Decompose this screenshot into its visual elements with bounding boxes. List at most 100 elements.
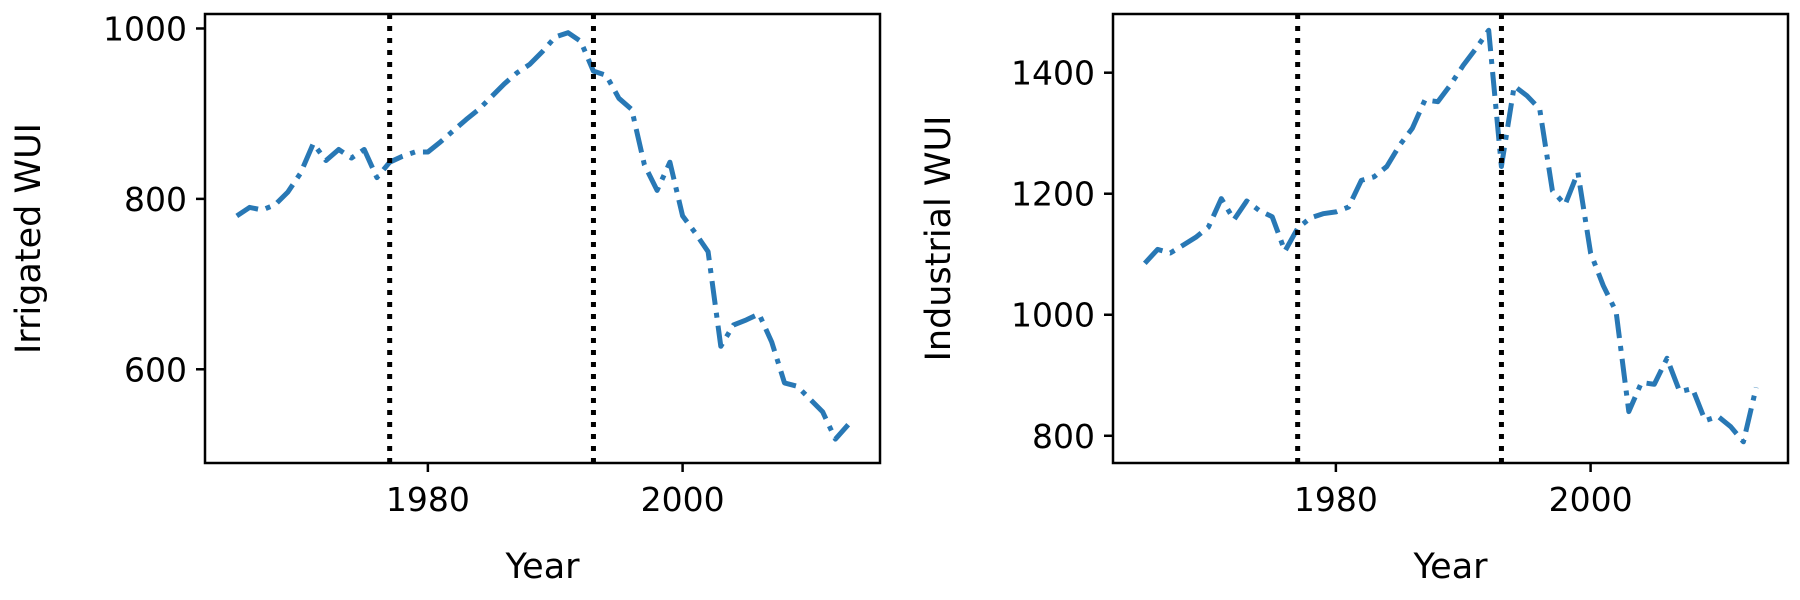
industrial-data-point	[1754, 385, 1759, 390]
y-tick-label: 1000	[103, 9, 187, 48]
x-tick-label: 1980	[1294, 480, 1378, 519]
irrigated-data-point	[451, 128, 456, 133]
irrigated-data-point	[820, 409, 825, 414]
industrial-data-point	[1181, 243, 1186, 248]
industrial-data-point	[1741, 439, 1746, 444]
industrial-data-point	[1435, 99, 1440, 104]
irrigated-data-point	[833, 437, 838, 442]
industrial-data-point	[1346, 205, 1351, 210]
industrial-data-point	[1257, 208, 1262, 213]
industrial-data-point	[1397, 143, 1402, 148]
industrial-data-point	[1232, 217, 1237, 222]
irrigated-data-point	[642, 162, 647, 167]
industrial-data-point	[1703, 418, 1708, 423]
industrial-data-point	[1690, 386, 1695, 391]
irrigated-data-point	[795, 384, 800, 389]
industrial-data-point	[1550, 188, 1555, 193]
y-tick-label: 1000	[1011, 296, 1095, 335]
irrigated-data-point	[374, 175, 379, 180]
irrigated-data-point	[464, 117, 469, 122]
industrial-data-point	[1486, 28, 1491, 33]
industrial-data-point	[1308, 215, 1313, 220]
irrigated-data-point	[693, 231, 698, 236]
irrigated-data-point	[324, 158, 329, 163]
industrial-data-point	[1512, 84, 1517, 89]
irrigated-data-point	[566, 30, 571, 35]
irrigated-data-point	[234, 213, 239, 218]
irrigated-data-point	[553, 35, 558, 40]
irrigated-data-point	[413, 150, 418, 155]
industrial-data-point	[1219, 196, 1224, 201]
industrial-data-point	[1716, 414, 1721, 419]
irrigated-data-point	[260, 208, 265, 213]
irrigated-data-point	[744, 317, 749, 322]
irrigated-wui-series-line	[235, 30, 851, 442]
irrigated-data-point	[629, 107, 634, 112]
industrial-data-point	[1461, 63, 1466, 68]
irrigated-data-point	[616, 96, 621, 101]
irrigated-data-point	[757, 311, 762, 316]
x-tick-label: 2000	[641, 480, 725, 519]
industrial-data-point	[1614, 309, 1619, 314]
industrial-data-point	[1372, 174, 1377, 179]
irrigated-data-point	[285, 190, 290, 195]
irrigated-data-point	[515, 70, 520, 75]
industrial-wui-chart: 1980 2000 800 1000 1200 1400 Year Industrial WU…	[919, 12, 1790, 587]
irrigated-data-point	[311, 141, 316, 146]
irrigated-data-point	[655, 188, 660, 193]
industrial-data-point	[1575, 170, 1580, 175]
irrigated-data-point	[273, 202, 278, 207]
industrial-data-point	[1359, 178, 1364, 183]
irrigated-data-point	[680, 213, 685, 218]
irrigated-data-point	[400, 154, 405, 159]
industrial-data-point	[1537, 107, 1542, 112]
irrigated-data-point	[540, 49, 545, 54]
industrial-data-point	[1588, 251, 1593, 256]
industrial-data-point	[1677, 389, 1682, 394]
irrigated-data-point	[769, 340, 774, 345]
irrigated-data-point	[502, 81, 507, 86]
industrial-data-point	[1155, 247, 1160, 252]
irrigated-data-point	[731, 323, 736, 328]
y-tick-label: 1200	[1011, 175, 1095, 214]
industrial-data-point	[1270, 214, 1275, 219]
irrigated-data-point	[438, 139, 443, 144]
industrial-data-point	[1601, 283, 1606, 288]
irrigated-data-point	[362, 147, 367, 152]
industrial-data-point	[1563, 202, 1568, 207]
industrial-data-point	[1244, 199, 1249, 204]
industrial-data-point	[1282, 249, 1287, 254]
industrial-wui-series-line	[1142, 27, 1759, 445]
x-axis-label: Year	[504, 547, 580, 587]
industrial-data-point	[1206, 225, 1211, 230]
irrigated-data-point	[349, 156, 354, 161]
industrial-data-point	[1652, 382, 1657, 387]
y-axis-label: Industrial WUI	[919, 116, 959, 362]
irrigated-data-point	[298, 171, 303, 176]
irrigated-data-point	[808, 397, 813, 402]
industrial-data-point	[1499, 164, 1504, 169]
irrigated-data-point	[667, 160, 672, 165]
industrial-data-point	[1193, 235, 1198, 240]
y-tick-label: 800	[1032, 417, 1095, 456]
industrial-data-point	[1728, 424, 1733, 429]
irrigated-data-point	[604, 73, 609, 78]
industrial-data-point	[1410, 126, 1415, 131]
irrigated-data-point	[718, 344, 723, 349]
x-tick-label: 2000	[1549, 480, 1633, 519]
irrigated-data-point	[578, 39, 583, 44]
irrigated-axes-frame	[203, 12, 882, 465]
irrigated-data-point	[706, 249, 711, 254]
irrigated-data-point	[782, 380, 787, 385]
irrigated-wui-chart: 1980 2000 600 800 1000 Year Irrigated WUI	[9, 9, 882, 587]
industrial-axes-frame	[1111, 12, 1790, 465]
y-tick-label: 600	[124, 350, 187, 389]
irrigated-data-point	[489, 94, 494, 99]
x-axis-label: Year	[1412, 547, 1488, 587]
y-tick-label: 800	[124, 180, 187, 219]
industrial-data-point	[1384, 164, 1389, 169]
industrial-data-point	[1665, 356, 1670, 361]
irrigated-data-point	[336, 147, 341, 152]
industrial-data-point	[1524, 93, 1529, 98]
industrial-data-point	[1626, 409, 1631, 414]
